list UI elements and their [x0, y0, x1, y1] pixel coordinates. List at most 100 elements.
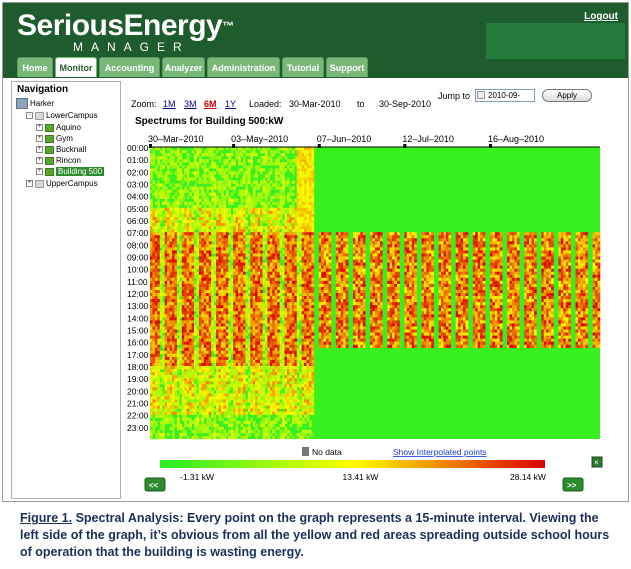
- apply-button[interactable]: Apply: [542, 89, 592, 102]
- heatmap-cell: [218, 432, 222, 437]
- tab-tutorial[interactable]: Tutorial: [282, 57, 324, 77]
- expand-icon[interactable]: +: [26, 180, 33, 188]
- heatmap-cell: [194, 223, 197, 227]
- tree-item-uppercampus[interactable]: + UpperCampus: [26, 178, 98, 189]
- tree-item-aquino[interactable]: + Aquino: [36, 122, 81, 133]
- heatmap-cell: [284, 323, 288, 327]
- heatmap-cell: [208, 262, 212, 266]
- heatmap-cell: [196, 244, 200, 248]
- tab-analyzer[interactable]: Analyzer: [162, 57, 205, 77]
- heatmap-cell: [255, 381, 258, 385]
- heatmap-cell: [191, 359, 195, 364]
- heatmap-cell: [233, 232, 236, 236]
- heatmap-cell: [260, 195, 263, 200]
- heatmap-cell: [252, 332, 256, 336]
- heatmap-cell: [206, 283, 209, 288]
- heatmap-cell: [181, 384, 185, 388]
- expand-icon[interactable]: +: [36, 124, 43, 132]
- expand-icon[interactable]: +: [36, 146, 43, 154]
- heatmap-cell: [296, 423, 300, 428]
- tree-item-lowercampus[interactable]: - LowerCampus: [26, 110, 98, 121]
- heatmap-cell: [252, 429, 256, 434]
- heatmap-cell: [164, 162, 168, 166]
- tab-home[interactable]: Home: [17, 57, 53, 77]
- zoom-option-6m[interactable]: 6M: [204, 99, 217, 109]
- heatmap-cell: [242, 207, 246, 212]
- heatmap-cell: [150, 393, 153, 397]
- heatmap-cell: [296, 253, 300, 257]
- heatmap-cell: [213, 423, 217, 428]
- tab-accounting[interactable]: Accounting: [99, 57, 160, 77]
- heatmap-cell: [218, 289, 222, 294]
- collapse-icon[interactable]: -: [26, 112, 33, 120]
- heatmap-cell: [164, 296, 168, 300]
- heatmap-cell: [196, 369, 200, 373]
- tree-item-rincon[interactable]: + Rincon: [36, 155, 81, 166]
- zoom-option-1y[interactable]: 1Y: [225, 99, 237, 109]
- heatmap-cell: [203, 223, 207, 227]
- heatmap-cell: [284, 305, 288, 309]
- heatmap-cell: [279, 207, 283, 212]
- zoom-option-3m[interactable]: 3M: [184, 99, 197, 109]
- heatmap-cell: [203, 244, 207, 248]
- heatmap-cell: [289, 265, 293, 269]
- heatmap-cell: [225, 405, 229, 409]
- heatmap-cell: [267, 186, 271, 190]
- heatmap-cell: [279, 296, 283, 300]
- heatmap-cell: [186, 183, 190, 187]
- heatmap-cell: [181, 375, 185, 379]
- heatmap-cell: [150, 411, 153, 415]
- heatmap-cell: [167, 265, 170, 269]
- tree-item-harker[interactable]: Harker: [16, 98, 54, 110]
- tab-administration[interactable]: Administration: [207, 57, 280, 77]
- heatmap-cell: [218, 171, 222, 175]
- tree-item-bucknall[interactable]: + Bucknall: [36, 144, 86, 155]
- heatmap-cell: [191, 244, 195, 248]
- heatmap-cell: [186, 353, 190, 358]
- tree-item-gym[interactable]: + Gym: [36, 133, 73, 144]
- heatmap-cell: [194, 435, 197, 440]
- heatmap-cell: [291, 299, 295, 303]
- heatmap-cell: [211, 250, 214, 254]
- heatmap-cell: [179, 213, 183, 218]
- expand-icon[interactable]: +: [36, 157, 43, 165]
- heatmap-cell: [245, 259, 249, 263]
- heatmap-cell: [191, 402, 195, 406]
- expand-icon[interactable]: +: [36, 135, 43, 143]
- heatmap-cell: [157, 247, 161, 251]
- tab-support[interactable]: Support: [326, 57, 368, 77]
- heatmap-cell: [220, 201, 224, 206]
- heatmap-cell: [150, 256, 153, 260]
- heatmap-cell: [252, 296, 256, 300]
- heatmap-cell: [289, 210, 293, 215]
- heatmap-cell: [186, 235, 190, 239]
- heatmap-cell: [269, 323, 273, 327]
- heatmap-cell: [191, 296, 195, 300]
- tab-monitor[interactable]: Monitor: [55, 57, 97, 77]
- tree-item-building-500[interactable]: + Building 500: [36, 166, 105, 177]
- heatmap-cell: [176, 280, 180, 285]
- heatmap-cell: [225, 432, 229, 437]
- heatmap-cell: [272, 302, 276, 306]
- heatmap-cell: [169, 305, 173, 309]
- heatmap-cell: [250, 384, 254, 388]
- heatmap-cell: [296, 168, 300, 172]
- zoom-option-1m[interactable]: 1M: [163, 99, 176, 109]
- heatmap-cell: [240, 274, 244, 279]
- heatmap-cell: [272, 317, 276, 321]
- heatmap-cell: [223, 396, 227, 400]
- heatmap-cell: [289, 223, 293, 227]
- heatmap-cell: [189, 192, 192, 196]
- calendar-icon[interactable]: [477, 91, 485, 99]
- heatmap-cell: [262, 423, 266, 428]
- heatmap-cell: [277, 359, 280, 364]
- heatmap-cell: [169, 366, 173, 370]
- heatmap-cell: [164, 372, 168, 376]
- heatmap-cell: [279, 241, 283, 245]
- logout-link[interactable]: Logout: [584, 11, 618, 22]
- expand-icon[interactable]: +: [36, 168, 43, 176]
- jump-to-date-input[interactable]: [475, 89, 535, 102]
- heatmap-cell: [152, 317, 156, 321]
- heatmap-cell: [194, 302, 197, 306]
- heatmap-cell: [225, 350, 229, 355]
